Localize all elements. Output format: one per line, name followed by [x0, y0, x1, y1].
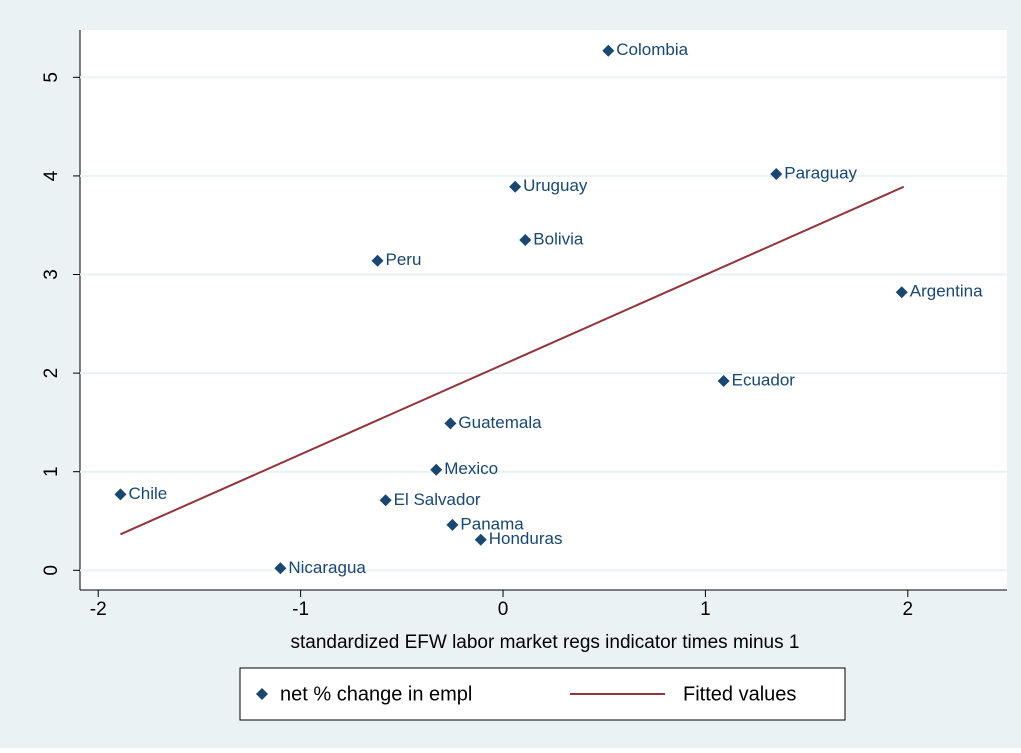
marker: [379, 494, 392, 507]
fit-line: [120, 185, 905, 536]
marker: [519, 234, 532, 246]
point-label: Uruguay: [523, 176, 588, 195]
point-label: Peru: [386, 250, 422, 269]
y-tick-label: 5: [41, 72, 62, 83]
x-tick-label: 2: [903, 599, 914, 620]
marker: [474, 533, 487, 546]
legend-label: net % change in empl: [280, 683, 472, 705]
legend-marker: [256, 688, 268, 700]
x-tick-label: -2: [90, 599, 107, 620]
marker: [770, 167, 783, 180]
y-tick-label: 1: [41, 466, 62, 477]
point-label: Colombia: [616, 40, 688, 59]
marker: [602, 44, 615, 57]
x-axis-title: standardized EFW labor market regs indic…: [291, 632, 800, 653]
point-label: Bolivia: [533, 229, 584, 248]
marker: [114, 488, 127, 501]
x-tick-label: -1: [292, 599, 309, 620]
point-label: Panama: [460, 514, 524, 533]
point-label: Nicaragua: [288, 558, 366, 577]
marker: [895, 286, 908, 299]
marker: [717, 374, 730, 387]
x-tick-label: 1: [700, 599, 711, 620]
marker: [444, 417, 457, 430]
point-label: Mexico: [444, 459, 498, 478]
point-label: Guatemala: [458, 413, 542, 432]
point-label: El Salvador: [394, 490, 481, 509]
plot-area: [80, 30, 1007, 590]
x-tick-label: 0: [498, 599, 509, 620]
point-label: Chile: [128, 484, 167, 503]
y-tick-label: 3: [41, 269, 62, 280]
legend-label: Fitted values: [683, 683, 796, 705]
y-tick-label: 2: [41, 368, 62, 379]
point-label: Ecuador: [732, 370, 796, 389]
marker: [371, 254, 384, 267]
legend: [239, 667, 846, 721]
marker: [274, 562, 287, 575]
y-tick-label: 4: [41, 170, 62, 181]
marker: [509, 180, 522, 193]
point-label: Honduras: [489, 529, 563, 548]
y-tick-label: 0: [41, 565, 62, 576]
marker: [430, 463, 443, 476]
point-label: Argentina: [910, 282, 983, 301]
point-label: Paraguay: [784, 163, 857, 182]
marker: [446, 518, 459, 531]
